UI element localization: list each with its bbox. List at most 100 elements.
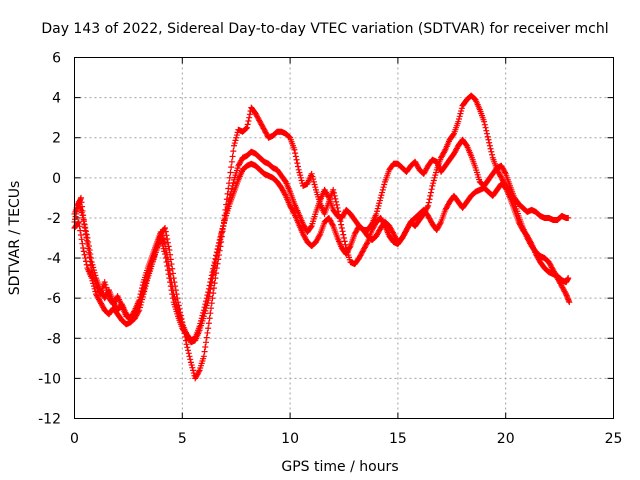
data-point <box>203 298 210 305</box>
data-point <box>81 251 88 258</box>
data-point <box>212 275 219 282</box>
data-point <box>77 231 84 238</box>
data-point <box>175 302 182 309</box>
data-point <box>378 192 385 199</box>
data-point <box>164 263 171 270</box>
data-point <box>197 320 204 327</box>
data-point <box>183 341 190 348</box>
data-point <box>75 219 82 226</box>
data-point <box>157 233 164 240</box>
data-point <box>103 284 110 291</box>
data-point <box>341 235 347 241</box>
data-point <box>205 289 212 296</box>
data-point <box>335 208 342 215</box>
data-point <box>201 304 208 311</box>
data-point <box>309 173 316 180</box>
data-point <box>207 279 214 286</box>
data-point <box>141 284 148 291</box>
data-point <box>102 281 109 288</box>
data-point <box>197 317 204 324</box>
x-tick-label: 20 <box>497 431 515 447</box>
data-point <box>375 202 382 209</box>
data-point <box>154 241 161 248</box>
data-point <box>376 197 383 204</box>
data-point <box>484 133 491 140</box>
data-point <box>292 153 299 160</box>
data-point <box>198 315 205 322</box>
data-point <box>180 322 187 329</box>
data-point <box>164 239 171 246</box>
data-point <box>458 107 465 114</box>
data-point <box>427 189 434 196</box>
data-point <box>336 214 343 221</box>
data-point <box>295 166 302 173</box>
data-point <box>431 174 438 181</box>
data-point <box>220 217 227 224</box>
data-point <box>141 281 148 288</box>
data-point <box>84 235 91 241</box>
y-tick-label: 0 <box>52 171 61 187</box>
data-point <box>455 116 462 123</box>
x-tick-label: 5 <box>178 431 187 447</box>
data-point <box>188 362 195 369</box>
data-point <box>165 271 172 278</box>
data-point <box>334 204 341 211</box>
data-point <box>489 151 496 158</box>
data-point <box>293 156 300 163</box>
data-point <box>221 212 228 219</box>
data-point <box>91 269 98 276</box>
data-point <box>79 240 86 247</box>
data-point <box>140 287 147 294</box>
data-point <box>337 218 344 225</box>
data-point <box>87 251 94 258</box>
data-point <box>223 196 230 203</box>
series-track-c <box>71 92 573 382</box>
data-point <box>155 239 162 246</box>
data-point <box>78 209 85 216</box>
y-tick-label: 2 <box>52 131 61 147</box>
data-point <box>486 142 493 149</box>
data-point <box>426 196 433 203</box>
data-point <box>450 131 457 138</box>
data-point <box>206 315 213 322</box>
data-point <box>312 184 319 191</box>
data-point <box>215 252 222 259</box>
data-point <box>168 261 175 268</box>
data-point <box>296 169 303 176</box>
data-point <box>172 287 179 294</box>
data-point <box>211 280 218 287</box>
data-point <box>210 290 217 297</box>
data-point <box>332 195 339 202</box>
data-point <box>77 206 84 213</box>
data-point <box>185 347 192 354</box>
data-point <box>457 110 464 117</box>
data-point <box>92 272 99 279</box>
data-point <box>430 177 437 184</box>
data-point <box>484 130 491 137</box>
data-point <box>501 169 508 176</box>
data-point <box>83 231 90 238</box>
data-point <box>222 206 229 213</box>
data-point <box>294 160 301 167</box>
data-point <box>432 172 439 179</box>
data-point <box>187 356 194 363</box>
y-tick-label: -12 <box>38 412 61 428</box>
x-tick-label: 15 <box>389 431 407 447</box>
data-point <box>90 264 97 271</box>
data-point <box>379 189 386 196</box>
data-point <box>565 275 572 282</box>
data-point <box>291 146 298 153</box>
data-point <box>89 277 96 284</box>
data-point <box>185 350 192 357</box>
data-point <box>161 248 168 255</box>
data-point <box>189 364 196 371</box>
data-point <box>374 208 381 215</box>
data-point <box>162 251 169 258</box>
data-point <box>380 184 387 191</box>
data-point <box>88 255 95 262</box>
data-point <box>233 132 240 139</box>
data-point <box>144 273 151 280</box>
data-point <box>162 228 169 235</box>
data-point <box>205 325 212 332</box>
data-point <box>77 204 84 211</box>
